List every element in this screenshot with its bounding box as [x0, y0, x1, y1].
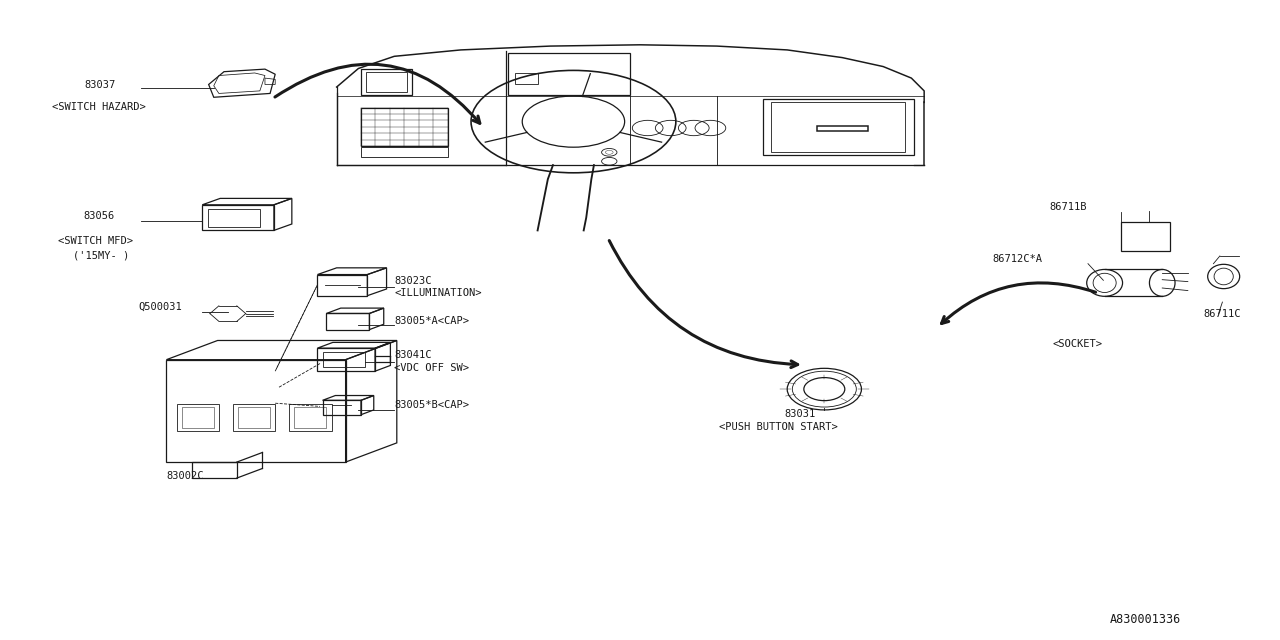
Bar [361, 147, 448, 157]
Bar [361, 108, 448, 146]
Text: 83056: 83056 [83, 211, 114, 221]
Text: <PUSH BUTTON START>: <PUSH BUTTON START> [719, 422, 838, 432]
Bar [817, 126, 868, 131]
Bar [361, 69, 412, 95]
Text: Q500031: Q500031 [138, 301, 182, 312]
Text: 86711C: 86711C [1203, 309, 1240, 319]
Bar [1121, 222, 1170, 251]
Text: 83023C: 83023C [394, 275, 431, 285]
Text: 86712C*A: 86712C*A [992, 254, 1042, 264]
Bar [508, 53, 630, 95]
Bar [323, 401, 361, 415]
Text: <SOCKET>: <SOCKET> [1052, 339, 1102, 349]
Text: 83002C: 83002C [166, 471, 204, 481]
Text: A830001336: A830001336 [1110, 613, 1181, 626]
Bar [294, 407, 326, 428]
Bar [515, 73, 538, 84]
Bar [238, 407, 270, 428]
Text: <SWITCH MFD>: <SWITCH MFD> [58, 236, 133, 246]
Bar [771, 102, 905, 152]
Text: ('15MY- ): ('15MY- ) [73, 250, 129, 260]
Text: 86711B: 86711B [1050, 202, 1087, 212]
Text: <SWITCH HAZARD>: <SWITCH HAZARD> [52, 102, 146, 112]
Bar [323, 352, 366, 367]
Bar [289, 404, 332, 431]
Bar [366, 72, 407, 92]
Text: 83005*B<CAP>: 83005*B<CAP> [394, 401, 470, 410]
Text: <VDC OFF SW>: <VDC OFF SW> [394, 363, 470, 373]
Text: 83041C: 83041C [394, 350, 431, 360]
Bar [317, 275, 367, 296]
Text: 83037: 83037 [84, 81, 115, 90]
Bar [233, 404, 275, 431]
Bar [326, 314, 370, 330]
Text: 83005*A<CAP>: 83005*A<CAP> [394, 316, 470, 326]
Bar [182, 407, 214, 428]
Bar [209, 209, 260, 227]
Bar [763, 99, 914, 155]
Bar [317, 348, 375, 371]
Text: <ILLUMINATION>: <ILLUMINATION> [394, 287, 481, 298]
Bar [202, 205, 274, 230]
Bar [177, 404, 219, 431]
Text: 83031: 83031 [785, 410, 815, 419]
